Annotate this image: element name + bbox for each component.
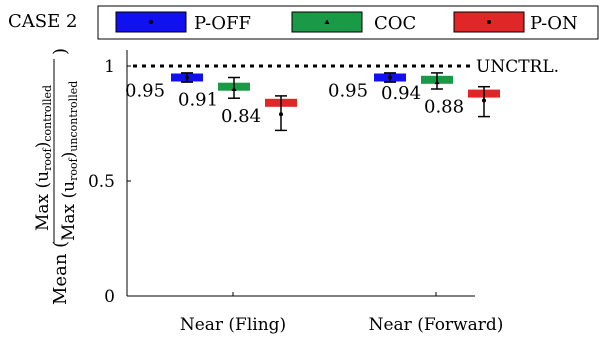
value-label: 0.88 [424,97,464,118]
legend-marker-coc [324,19,330,24]
x-tick-label: Near (Forward) [369,315,504,335]
legend-marker-p-on [487,20,491,24]
value-label: 0.95 [328,81,368,102]
y-axis-label-numerator: Max (uroof)controlled [33,85,54,231]
case-label: CASE 2 [8,11,77,32]
y-tick-label: 0 [104,287,115,307]
mean-marker [231,86,237,91]
mean-marker [388,75,392,80]
legend-label-p-on: P-ON [530,13,578,34]
legend: CASE 2 P-OFF COC P-ON [8,5,599,40]
mean-marker [185,75,189,80]
value-label: 0.95 [125,81,165,102]
y-tick-label: 1 [104,57,115,77]
legend-marker-p-off [149,20,153,24]
legend-frame [97,5,599,40]
mean-marker [434,79,440,85]
y-axis-label: Mean ( Max (uroof)controlled Max (uroof)… [33,48,80,305]
y-axis-label-close: ) [50,48,71,55]
y-axis-label-denominator: Max (uroof)uncontrolled [59,81,80,241]
x-tick-label: Near (Fling) [180,315,286,335]
value-label: 0.91 [178,90,218,111]
value-label: 0.94 [381,83,421,104]
y-axis-label-mean: Mean ( [50,241,71,305]
legend-label-coc: COC [374,13,416,34]
mean-marker [279,112,283,117]
reference-label: UNCTRL. [476,57,559,77]
value-label: 0.84 [221,106,261,127]
legend-label-p-off: P-OFF [194,13,251,34]
y-tick-label: 0.5 [88,172,115,192]
mean-marker [482,98,486,103]
plot-area: 0 0.5 1 Near (Fling) Near (Forward) UNCTRL. 0.… [88,50,559,335]
